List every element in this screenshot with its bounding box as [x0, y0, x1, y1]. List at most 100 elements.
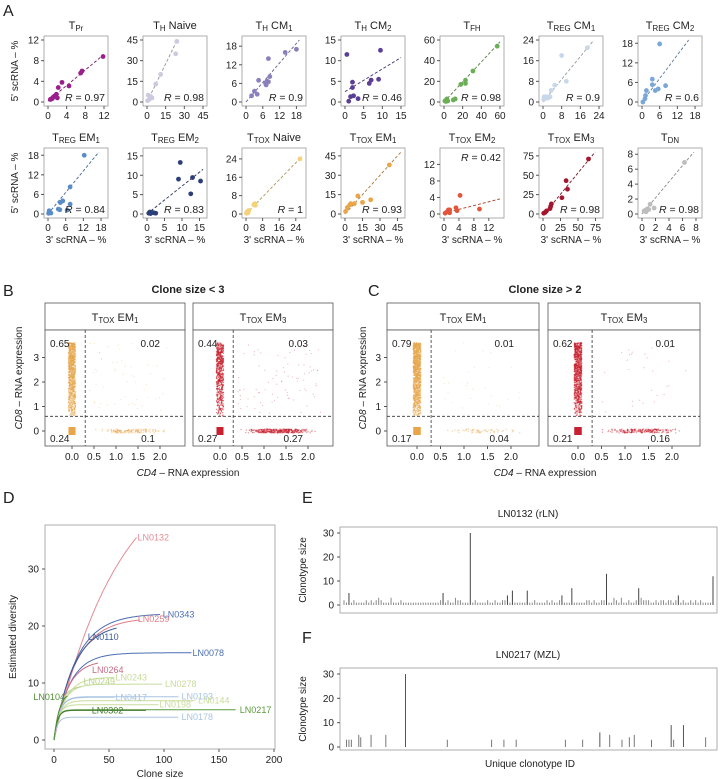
- x-tick-label: 50: [572, 223, 584, 234]
- cell-point: [220, 359, 223, 362]
- cell-point: [284, 429, 287, 431]
- cell-point: [286, 431, 289, 433]
- cell-point: [70, 401, 73, 403]
- cell-point: [416, 376, 419, 378]
- cell-point: [294, 430, 297, 432]
- cell-point: [577, 411, 579, 413]
- r-symbol: R: [566, 92, 574, 104]
- y-tick-label: 0: [528, 210, 534, 221]
- plot-frame: [439, 35, 505, 107]
- cell-point: [238, 377, 240, 379]
- cell-point: [74, 369, 77, 371]
- y-tick-label: 6: [33, 190, 39, 201]
- cell-point: [304, 388, 306, 390]
- cell-point: [137, 430, 139, 432]
- cell-point: [69, 374, 71, 376]
- cell-point: [575, 353, 578, 355]
- cell-point: [305, 429, 307, 432]
- cell-point: [275, 429, 277, 432]
- cell-point: [217, 364, 220, 366]
- cell-point: [261, 428, 264, 431]
- cell-point: [265, 430, 267, 432]
- cell-point: [481, 430, 483, 433]
- cell-point: [253, 429, 255, 431]
- panel-letter-e: E: [302, 490, 313, 507]
- cell-point: [258, 392, 260, 394]
- cell-point: [254, 430, 257, 432]
- y-tick-label: 4: [429, 193, 435, 204]
- cell-point: [451, 401, 453, 404]
- cell-point: [73, 414, 75, 417]
- cell-point: [297, 429, 300, 432]
- cell-point: [114, 430, 117, 433]
- cell-point: [284, 357, 286, 359]
- cell-point: [580, 360, 582, 362]
- cell-point: [217, 391, 220, 394]
- data-point: [67, 184, 73, 190]
- cell-point: [312, 393, 315, 395]
- y-tick-label: 12: [622, 58, 634, 69]
- correlation-label: R = 0.93: [362, 204, 402, 216]
- cell-point: [154, 398, 157, 400]
- cell-point: [580, 393, 582, 396]
- cell-point: [257, 430, 259, 433]
- cell-point: [261, 431, 264, 433]
- cell-point: [269, 428, 271, 431]
- cell-point: [282, 428, 285, 430]
- cell-point: [259, 430, 261, 433]
- cell-point: [414, 399, 417, 402]
- cell-point: [255, 430, 257, 432]
- data-point: [682, 160, 687, 165]
- cell-point: [237, 402, 239, 405]
- cell-point: [74, 370, 77, 373]
- cell-point: [284, 429, 287, 431]
- cell-point: [272, 432, 274, 434]
- cell-point: [222, 384, 224, 387]
- panel-letter-d: D: [3, 490, 15, 507]
- cell-point: [418, 377, 420, 379]
- r-symbol: R: [362, 204, 370, 216]
- cell-point: [295, 431, 298, 433]
- correlation-label: R = 1: [278, 204, 304, 216]
- cell-point: [576, 404, 578, 406]
- cell-point: [134, 432, 136, 434]
- cell-point: [575, 376, 577, 379]
- cell-point: [220, 379, 223, 381]
- cell-point: [276, 430, 279, 433]
- cell-point: [487, 403, 489, 405]
- fit-line-shade: [245, 156, 303, 215]
- cell-point: [287, 429, 290, 432]
- cell-point: [72, 384, 74, 387]
- x-tick-label: 8: [559, 111, 565, 122]
- cell-point: [285, 431, 287, 434]
- y-tick-label: 5: [330, 77, 336, 88]
- cell-point: [414, 410, 417, 412]
- cell-point: [419, 399, 422, 401]
- cell-point: [454, 429, 456, 431]
- cell-point: [71, 359, 74, 362]
- data-point: [559, 53, 565, 58]
- data-point: [59, 79, 65, 85]
- data-point: [649, 82, 655, 88]
- cell-point: [74, 396, 76, 398]
- cell-point: [137, 429, 140, 432]
- cell-point: [69, 359, 72, 362]
- cell-point: [67, 405, 70, 408]
- cell-point: [462, 429, 464, 431]
- cell-point: [263, 432, 266, 434]
- cell-point: [252, 432, 254, 434]
- cell-point: [266, 429, 269, 431]
- cell-point: [288, 430, 290, 432]
- cell-point: [264, 369, 266, 371]
- cell-point: [255, 388, 257, 391]
- x-tick-label: 0: [639, 111, 645, 122]
- cell-point: [127, 432, 130, 434]
- cell-point: [573, 408, 576, 410]
- cell-point: [479, 431, 481, 433]
- cell-point: [297, 429, 299, 431]
- cell-point: [278, 430, 280, 432]
- panel-title: TREG CM2: [646, 20, 694, 33]
- panel-letter-a: A: [3, 3, 14, 20]
- cell-point: [300, 430, 303, 433]
- cell-point: [69, 388, 72, 390]
